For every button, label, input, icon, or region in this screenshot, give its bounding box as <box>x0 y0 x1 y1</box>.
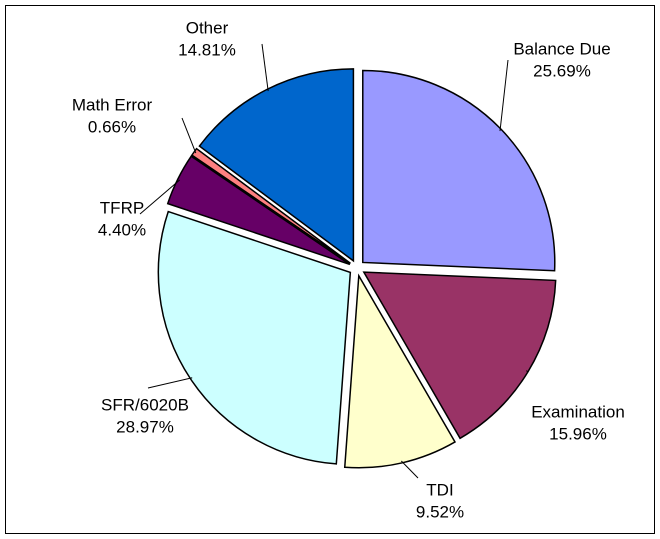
slice-value-label: 15.96% <box>549 424 607 443</box>
slice-label: Examination <box>531 402 625 421</box>
slice-label: Math Error <box>72 95 153 114</box>
leader-line <box>400 460 419 479</box>
slice-value-label: 9.52% <box>416 502 464 521</box>
leader-line <box>147 377 193 389</box>
slice-value-label: 14.81% <box>178 40 236 59</box>
slice-label: SFR/6020B <box>101 395 189 414</box>
slice-label: Balance Due <box>513 39 610 58</box>
leader-line <box>139 179 180 215</box>
slice-value-label: 25.69% <box>533 61 591 80</box>
leader-line <box>261 43 269 92</box>
pie-slice <box>190 147 351 264</box>
slice-label: TDI <box>426 480 453 499</box>
leader-line <box>181 117 197 154</box>
pie-slice <box>343 273 457 469</box>
slice-value-label: 28.97% <box>116 417 174 436</box>
slice-value-label: 0.66% <box>88 117 136 136</box>
slice-label: Other <box>186 18 229 37</box>
pie-slice <box>362 69 556 272</box>
leader-line <box>499 59 509 132</box>
slice-value-label: 4.40% <box>98 220 146 239</box>
pie-slice <box>166 155 351 266</box>
slice-label: TFRP <box>100 198 144 217</box>
leader-line <box>526 370 529 373</box>
pie-slice <box>157 210 352 465</box>
pie-slice <box>198 68 355 263</box>
